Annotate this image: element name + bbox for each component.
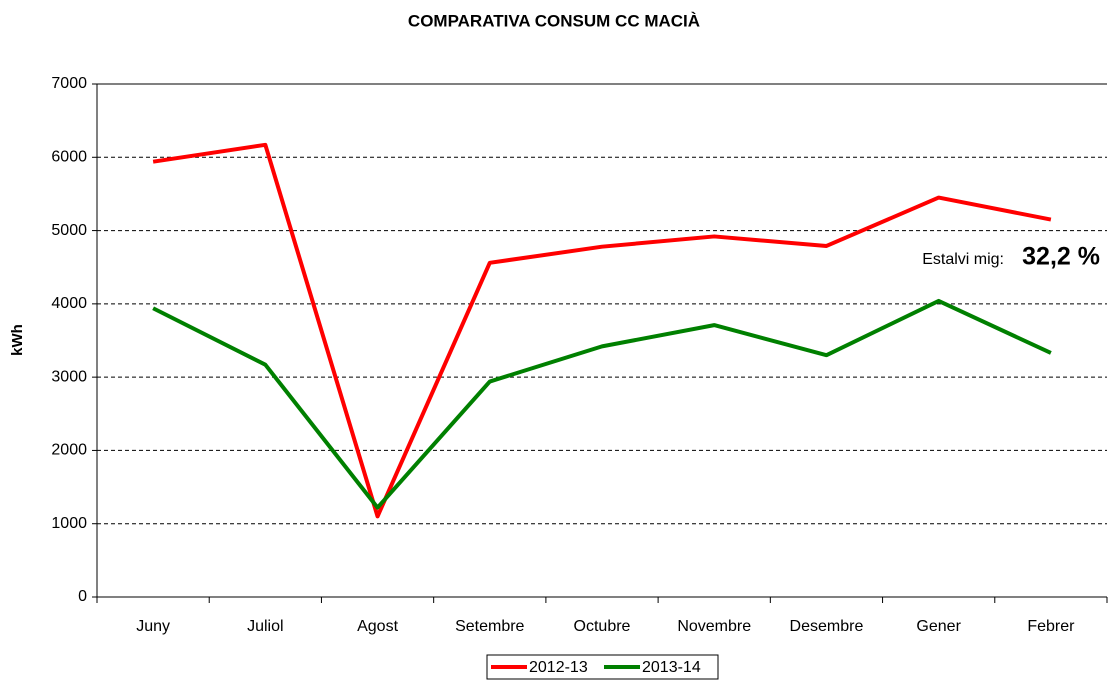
x-tick-label: Juliol [247, 618, 283, 635]
legend-label: 2012-13 [529, 659, 588, 676]
x-tick-label: Desembre [790, 618, 864, 635]
y-tick-label: 2000 [51, 442, 87, 459]
x-tick-label: Octubre [574, 618, 631, 635]
annotation-value: 32,2 % [1022, 243, 1100, 271]
x-tick-label: Juny [136, 618, 170, 635]
x-tick-label: Febrer [1027, 618, 1075, 635]
y-tick-label: 7000 [51, 75, 87, 92]
x-tick-label: Gener [916, 618, 961, 635]
x-tick-label: Agost [357, 618, 398, 635]
y-tick-label: 3000 [51, 368, 87, 385]
chart-title: COMPARATIVA CONSUM CC MACIÀ [408, 11, 700, 30]
y-tick-label: 0 [78, 588, 87, 605]
y-tick-label: 5000 [51, 222, 87, 239]
series-line [152, 298, 1052, 510]
y-axis-label: kWh [9, 324, 26, 356]
annotation-label: Estalvi mig: [922, 251, 1004, 268]
y-tick-label: 4000 [51, 295, 87, 312]
x-tick-label: Novembre [677, 618, 751, 635]
y-tick-label: 6000 [51, 149, 87, 166]
legend-label: 2013-14 [642, 659, 701, 676]
series-line [152, 142, 1052, 519]
x-tick-label: Setembre [455, 618, 524, 635]
y-tick-label: 1000 [51, 515, 87, 532]
